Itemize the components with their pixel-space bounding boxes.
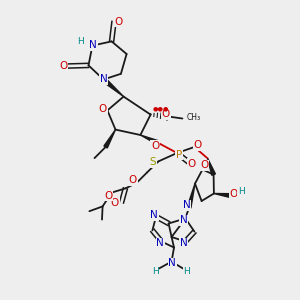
- Text: N: N: [180, 238, 188, 248]
- Text: O: O: [114, 16, 122, 27]
- Text: H: H: [152, 267, 159, 276]
- Text: O: O: [104, 190, 113, 201]
- Text: O: O: [188, 159, 196, 169]
- Text: O: O: [162, 109, 170, 119]
- Text: CH₃: CH₃: [186, 113, 200, 122]
- Text: N: N: [183, 200, 191, 211]
- Text: N: N: [180, 215, 188, 225]
- Polygon shape: [140, 135, 158, 144]
- Polygon shape: [208, 158, 215, 175]
- Text: O: O: [193, 140, 202, 150]
- Text: H: H: [238, 187, 244, 196]
- Polygon shape: [187, 184, 195, 208]
- Text: O: O: [111, 197, 119, 208]
- Polygon shape: [105, 80, 124, 97]
- Text: P: P: [176, 150, 182, 160]
- Text: N: N: [168, 258, 176, 268]
- Text: ●●●: ●●●: [152, 106, 169, 111]
- Text: O: O: [99, 104, 107, 115]
- Text: O: O: [59, 61, 67, 71]
- Text: N: N: [89, 40, 97, 50]
- Text: N: N: [150, 210, 158, 220]
- Text: O: O: [129, 175, 137, 185]
- Text: N: N: [156, 238, 164, 248]
- Text: O: O: [151, 141, 159, 151]
- Polygon shape: [104, 130, 116, 148]
- Polygon shape: [214, 194, 231, 197]
- Text: S: S: [149, 157, 156, 167]
- Text: O: O: [230, 189, 238, 199]
- Text: H: H: [183, 267, 190, 276]
- Text: N: N: [100, 74, 107, 85]
- Text: O: O: [200, 160, 208, 170]
- Text: H: H: [77, 38, 84, 46]
